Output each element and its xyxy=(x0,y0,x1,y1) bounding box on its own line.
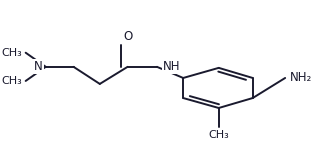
Text: CH₃: CH₃ xyxy=(2,48,22,58)
Text: O: O xyxy=(123,30,132,43)
Text: NH: NH xyxy=(163,60,181,73)
Text: N: N xyxy=(34,60,43,73)
Text: NH₂: NH₂ xyxy=(290,71,312,84)
Text: CH₃: CH₃ xyxy=(2,76,22,86)
Text: CH₃: CH₃ xyxy=(208,130,229,141)
